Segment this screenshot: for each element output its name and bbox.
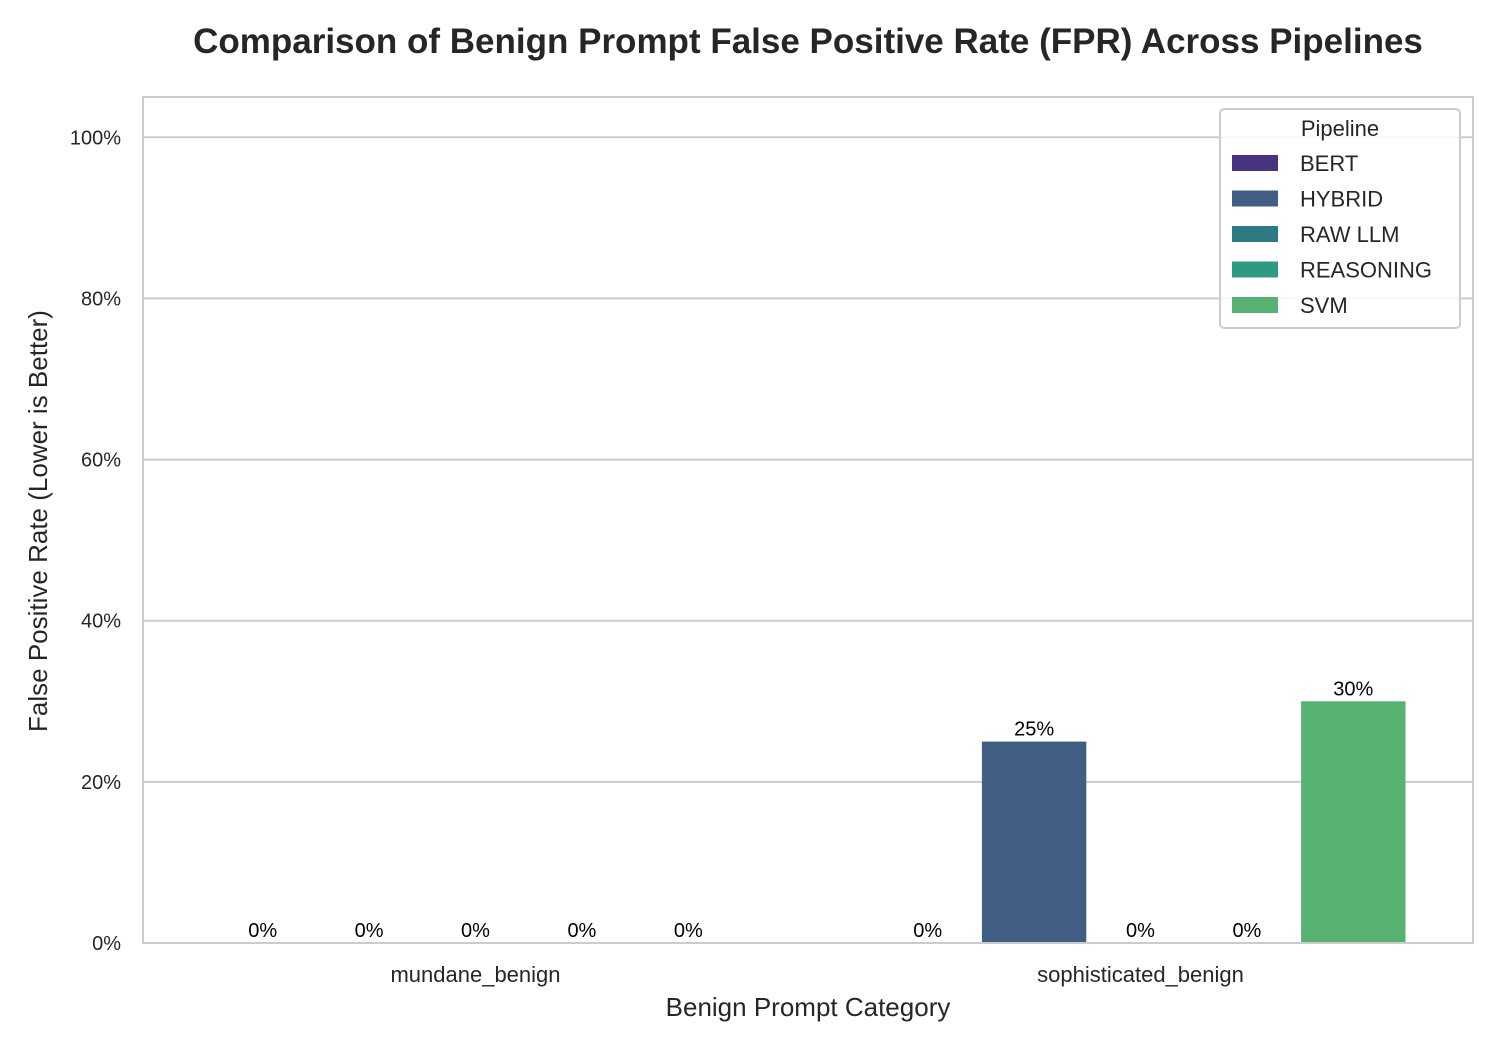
y-axis-ticks: 0% 20% 40% 60% 80% 100%	[70, 127, 121, 955]
bar-value-label: 0%	[1232, 920, 1261, 942]
legend-swatch	[1232, 190, 1278, 207]
x-category-label: sophisticated_benign	[1037, 962, 1244, 987]
chart-title: Comparison of Benign Prompt False Positi…	[193, 22, 1423, 61]
bar-value-label: 0%	[355, 920, 384, 942]
y-tick-label: 60%	[81, 450, 121, 472]
y-tick-label: 80%	[81, 288, 121, 310]
x-axis-categories: mundane_benign sophisticated_benign	[390, 962, 1243, 987]
x-category-label: mundane_benign	[390, 962, 560, 987]
x-axis-label: Benign Prompt Category	[666, 992, 951, 1022]
legend: Pipeline BERT HYBRID RAW LLM REASONING SVM	[1219, 108, 1461, 329]
legend-label: REASONING	[1300, 258, 1432, 283]
bar-value-label: 0%	[1126, 920, 1155, 942]
legend-label: SVM	[1300, 293, 1348, 318]
bar-svm	[1301, 701, 1406, 943]
y-tick-label: 100%	[70, 127, 121, 149]
legend-label: BERT	[1300, 151, 1358, 176]
plot-frame	[142, 96, 1474, 944]
bars	[981, 701, 1406, 943]
bar-value-label: 30%	[1333, 678, 1373, 700]
bar-value-label: 0%	[913, 920, 942, 942]
legend-swatch	[1232, 297, 1278, 313]
bar-value-label: 25%	[1014, 719, 1054, 741]
y-tick-label: 20%	[81, 772, 121, 794]
bar-value-label: 0%	[567, 920, 596, 942]
y-tick-label: 40%	[81, 611, 121, 633]
bar-value-label: 0%	[461, 920, 490, 942]
legend-swatch	[1232, 226, 1278, 242]
bar-value-label: 0%	[674, 920, 703, 942]
legend-box	[1219, 108, 1461, 329]
legend-swatch	[1232, 155, 1278, 171]
bar-hybrid	[981, 741, 1087, 943]
data-labels: 0% 0% 0% 0% 0% 0% 25% 0% 0% 30%	[248, 678, 1373, 942]
legend-title: Pipeline	[1301, 116, 1379, 141]
bar-value-label: 0%	[248, 920, 277, 942]
y-tick-label: 0%	[92, 933, 121, 955]
y-axis-label: False Positive Rate (Lower is Better)	[23, 310, 53, 732]
legend-swatch	[1232, 261, 1278, 278]
legend-items: BERT HYBRID RAW LLM REASONING SVM	[1232, 151, 1432, 318]
legend-label: RAW LLM	[1300, 222, 1399, 247]
legend-label: HYBRID	[1300, 187, 1383, 212]
